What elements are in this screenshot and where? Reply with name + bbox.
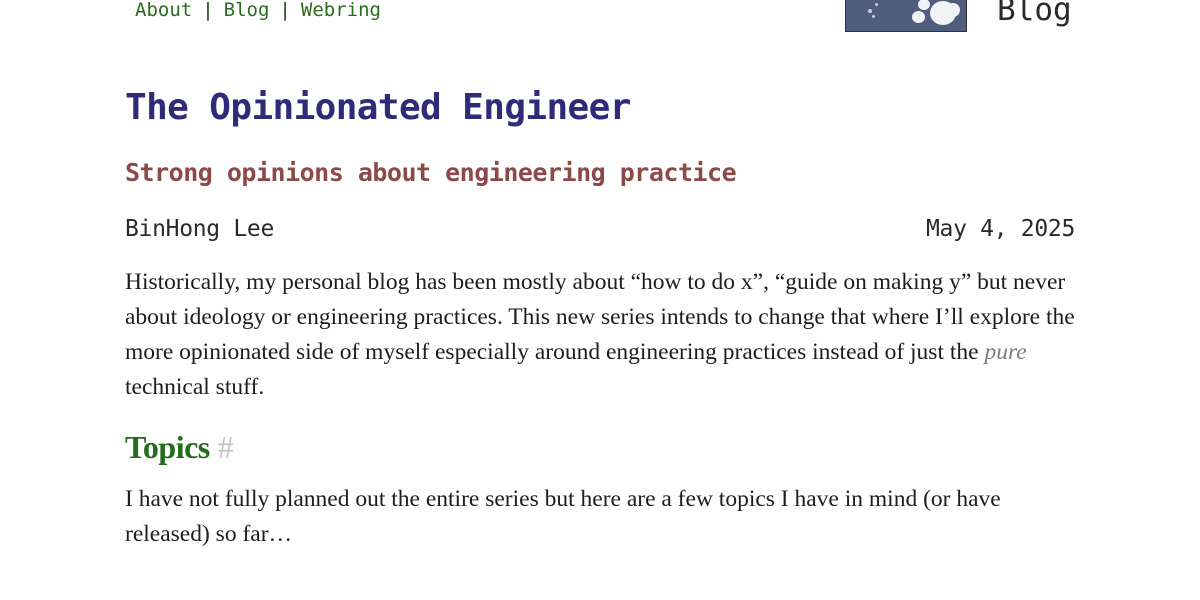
banner-dot [912,11,925,23]
banner-dot [872,15,875,18]
nav-link-webring[interactable]: Webring [300,0,381,21]
banner-dot [946,3,960,17]
banner-dot [918,0,930,10]
hash-anchor-icon[interactable]: # [217,429,234,465]
post-date: May 4, 2025 [925,216,1075,242]
intro-text: Historically, my personal blog has been … [125,269,1075,365]
nav-link-about[interactable]: About [135,0,193,21]
top-nav: About | Blog | Webring [135,0,381,23]
post-meta: BinHong Lee May 4, 2025 [125,213,1075,245]
intro-emphasis: pure [984,339,1027,365]
banner-image[interactable] [845,0,967,32]
intro-text-end: technical stuff. [125,374,265,400]
page-subtitle: Strong opinions about engineering practi… [125,158,737,187]
page-title: The Opinionated Engineer [125,87,631,128]
topics-intro-paragraph: I have not fully planned out the entire … [125,486,1001,547]
intro-paragraph: Historically, my personal blog has been … [125,265,1085,405]
topics-heading-text: Topics [125,429,210,465]
section-label: Blog [997,0,1072,28]
nav-link-blog[interactable]: Blog [223,0,270,21]
banner-dot [875,3,878,6]
nav-separator: | [279,0,291,21]
banner-dot [868,9,872,13]
nav-separator: | [202,0,214,21]
post-author: BinHong Lee [125,216,275,242]
topics-heading: Topics # [125,426,234,468]
